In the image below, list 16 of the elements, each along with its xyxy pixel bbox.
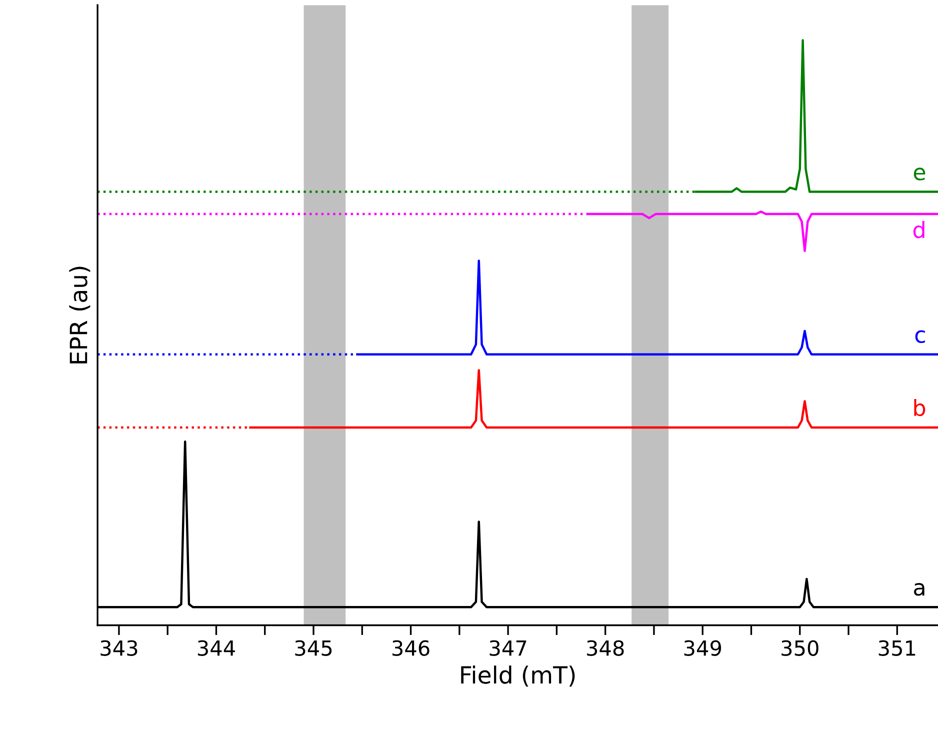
y-axis-title: EPR (au) [69, 266, 90, 364]
series-label: e [914, 168, 926, 180]
x-axis-title: Field (mT) [461, 666, 575, 687]
x-tick-label: 345 [295, 640, 332, 656]
x-tick-label: 350 [782, 640, 818, 656]
series-label: d [913, 221, 924, 238]
x-tick-label: 343 [100, 640, 138, 656]
x-tick-label: 346 [392, 640, 430, 656]
x-tick-label: 348 [587, 640, 624, 656]
x-tick-label: 349 [684, 640, 722, 656]
series-label: c [915, 330, 925, 344]
series-label: a [914, 583, 924, 596]
x-tick-label: 351 [878, 640, 916, 656]
x-tick-label: 347 [490, 640, 526, 656]
series-label: b [914, 398, 926, 416]
x-tick-label: 344 [198, 640, 235, 656]
